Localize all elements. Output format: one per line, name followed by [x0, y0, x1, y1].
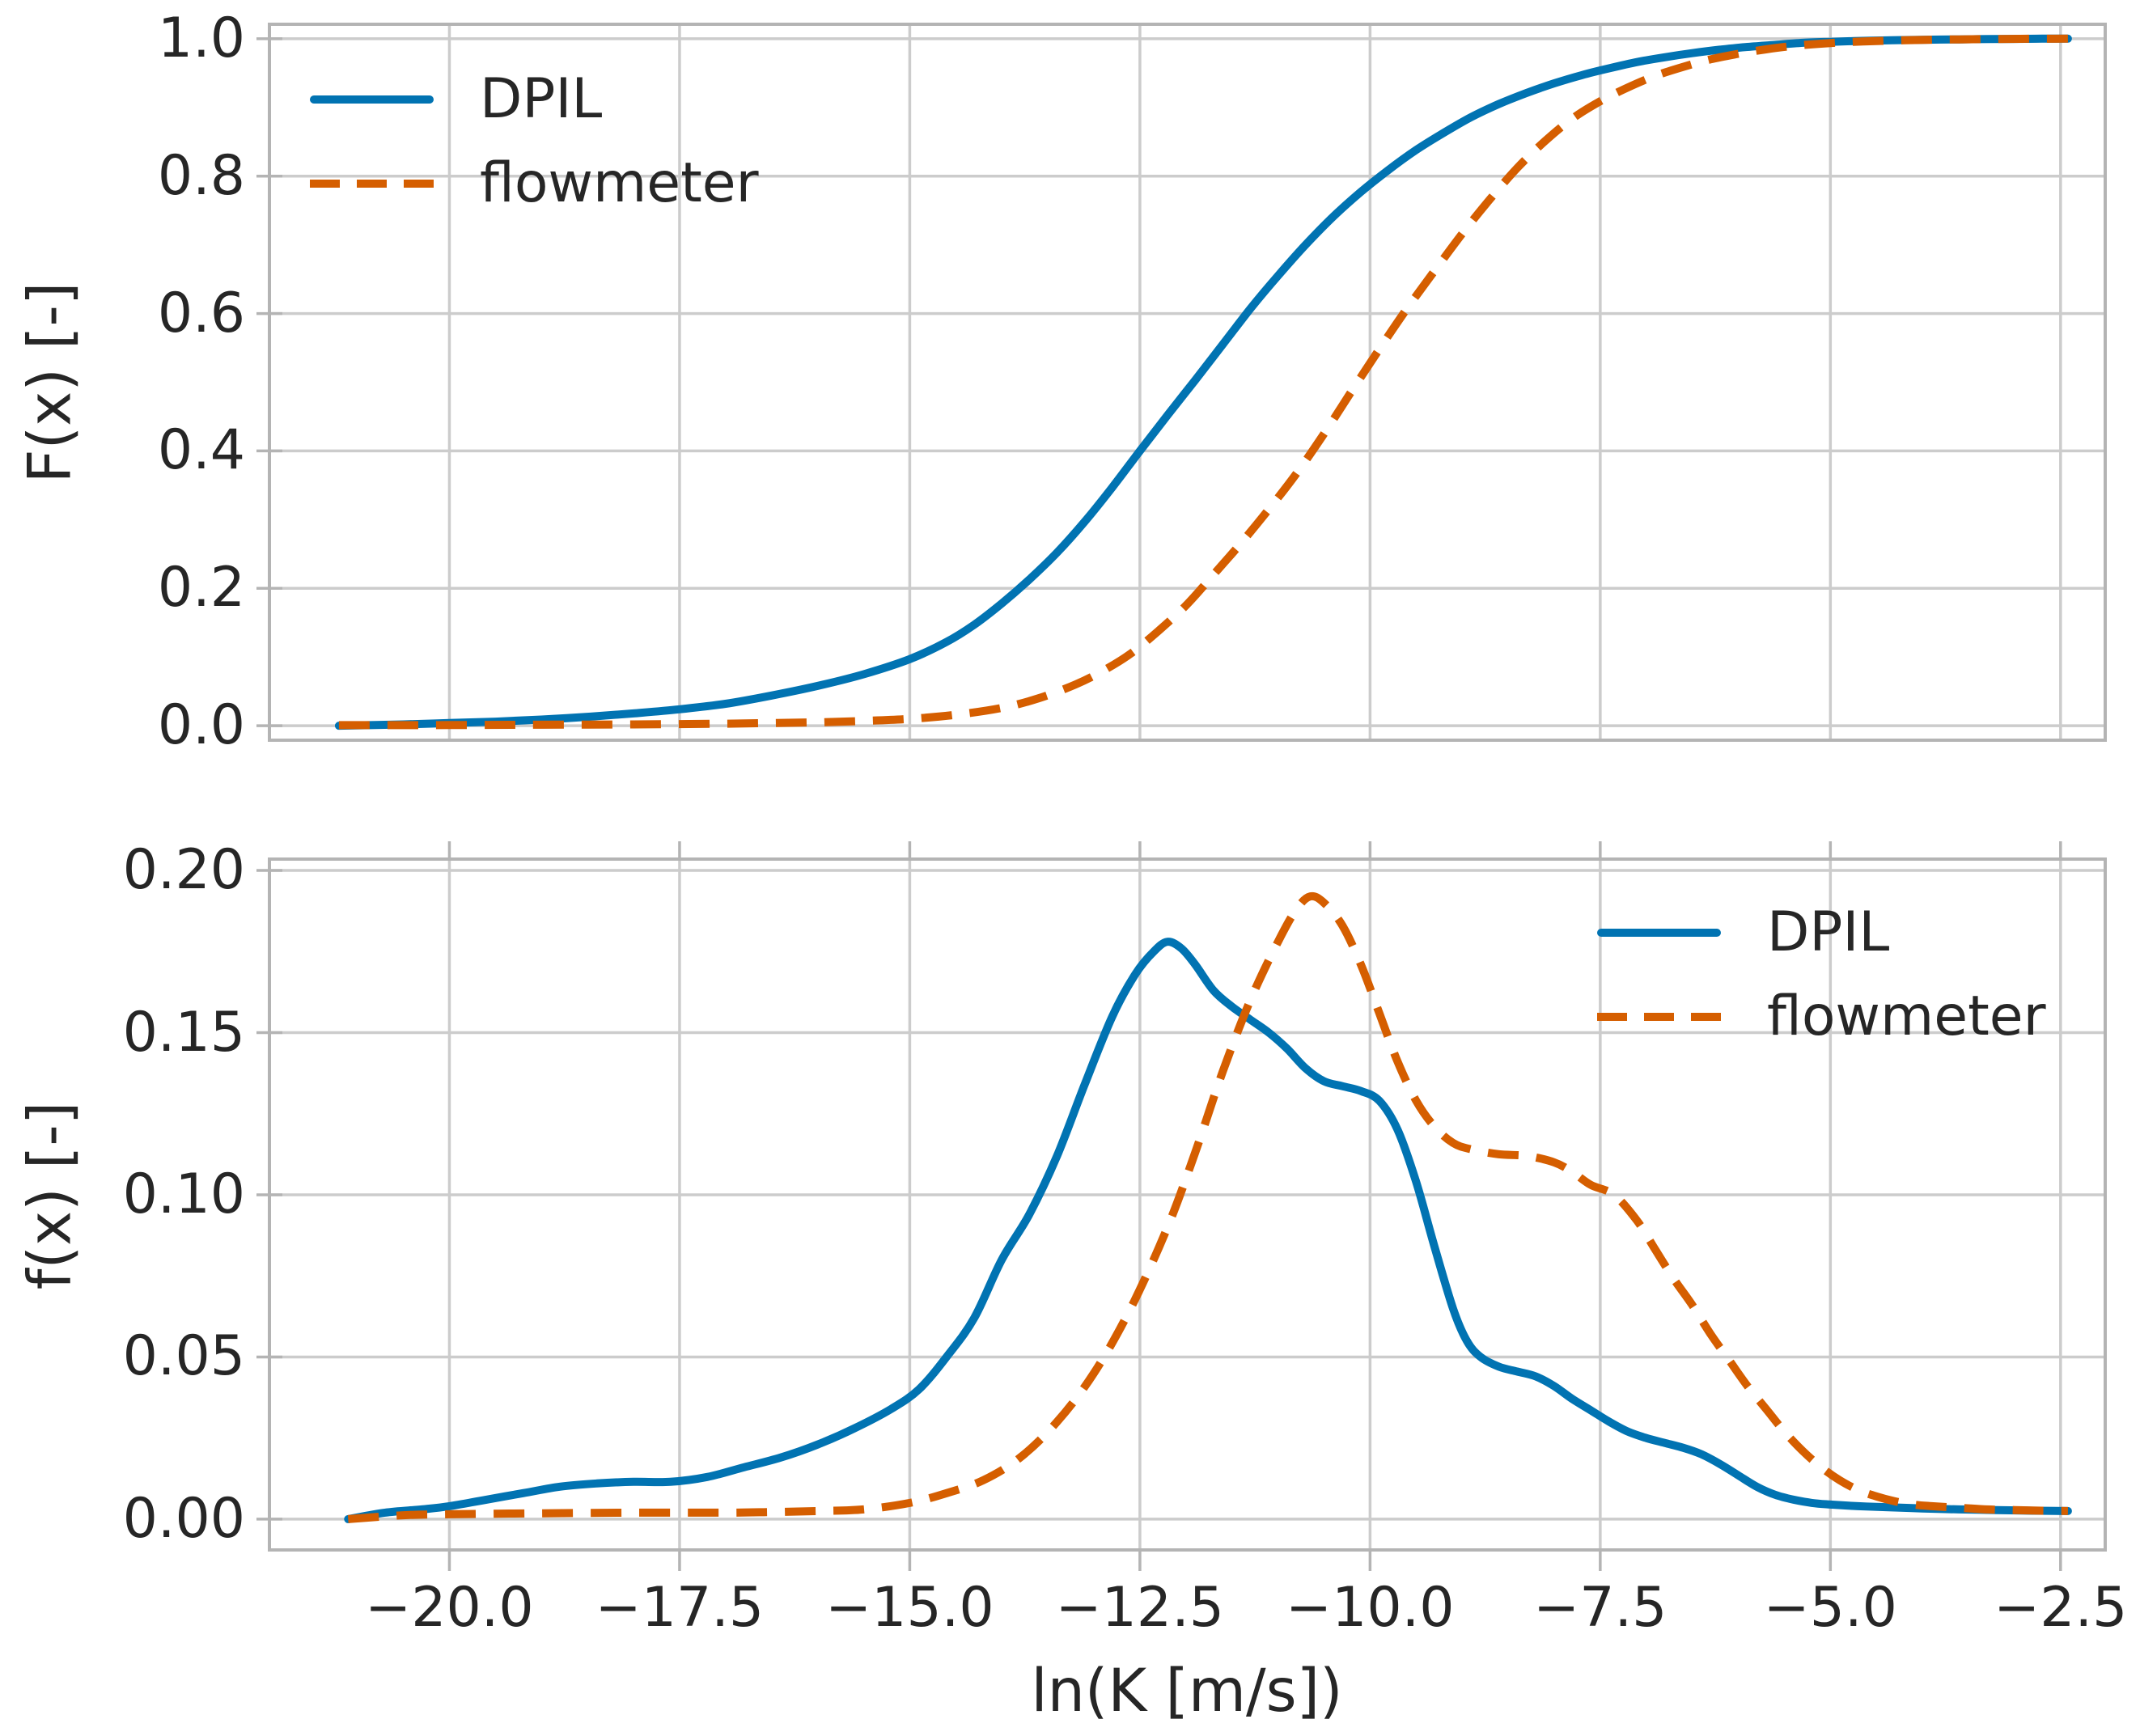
x-tick-label: −2.5	[1994, 1576, 2128, 1640]
top-legend-label-dpil: DPIL	[480, 67, 603, 131]
top-axes-frame	[268, 23, 2107, 742]
dpil-line-sample-icon	[1597, 929, 1721, 937]
top-legend-label-flowmeter: flowmeter	[480, 151, 759, 215]
top-legend-entry-flowmeter: flowmeter	[310, 156, 759, 211]
top-y-tick-label: 0.4	[157, 418, 245, 483]
top-y-tick-label: 1.0	[157, 6, 245, 70]
flowmeter-dash-sample-icon	[1597, 1013, 1721, 1021]
x-tick-label: −7.5	[1533, 1576, 1668, 1640]
bottom-legend-label-dpil: DPIL	[1767, 900, 1890, 964]
bottom-legend-entry-dpil: DPIL	[1597, 905, 2046, 960]
top-legend: DPIL flowmeter	[310, 72, 759, 211]
x-axis-label: ln(K [m/s])	[1031, 1657, 1343, 1725]
dpil-line-sample-icon	[310, 95, 434, 104]
x-tick-label: −17.5	[595, 1576, 765, 1640]
top-legend-entry-dpil: DPIL	[310, 72, 759, 127]
x-tick-label: −15.0	[825, 1576, 994, 1640]
bottom-y-tick-label: 0.20	[122, 838, 245, 903]
bottom-legend-entry-flowmeter: flowmeter	[1597, 989, 2046, 1044]
x-tick-label: −12.5	[1055, 1576, 1225, 1640]
pdf-flowmeter-curve	[347, 891, 2068, 1523]
flowmeter-dash-sample-icon	[310, 180, 434, 188]
top-y-tick-label: 0.8	[157, 143, 245, 208]
pdf-dpil-curve	[344, 938, 2072, 1523]
bottom-axes-frame	[268, 857, 2107, 1552]
bottom-y-tick-label: 0.05	[122, 1324, 245, 1389]
x-tick-label: −20.0	[365, 1576, 534, 1640]
x-tick-label: −10.0	[1286, 1576, 1455, 1640]
bottom-legend-label-flowmeter: flowmeter	[1767, 984, 2046, 1048]
x-tick-label: −5.0	[1763, 1576, 1897, 1640]
bottom-y-tick-label: 0.00	[122, 1486, 245, 1551]
bottom-legend: DPIL flowmeter	[1597, 905, 2046, 1044]
bottom-y-tick-label: 0.10	[122, 1162, 245, 1226]
top-y-tick-label: 0.2	[157, 556, 245, 620]
cdf-flowmeter-curve	[338, 34, 2068, 730]
top-y-tick-label: 0.6	[157, 281, 245, 345]
top-y-tick-label: 0.0	[157, 693, 245, 758]
bottom-y-tick-label: 0.15	[122, 1000, 245, 1065]
